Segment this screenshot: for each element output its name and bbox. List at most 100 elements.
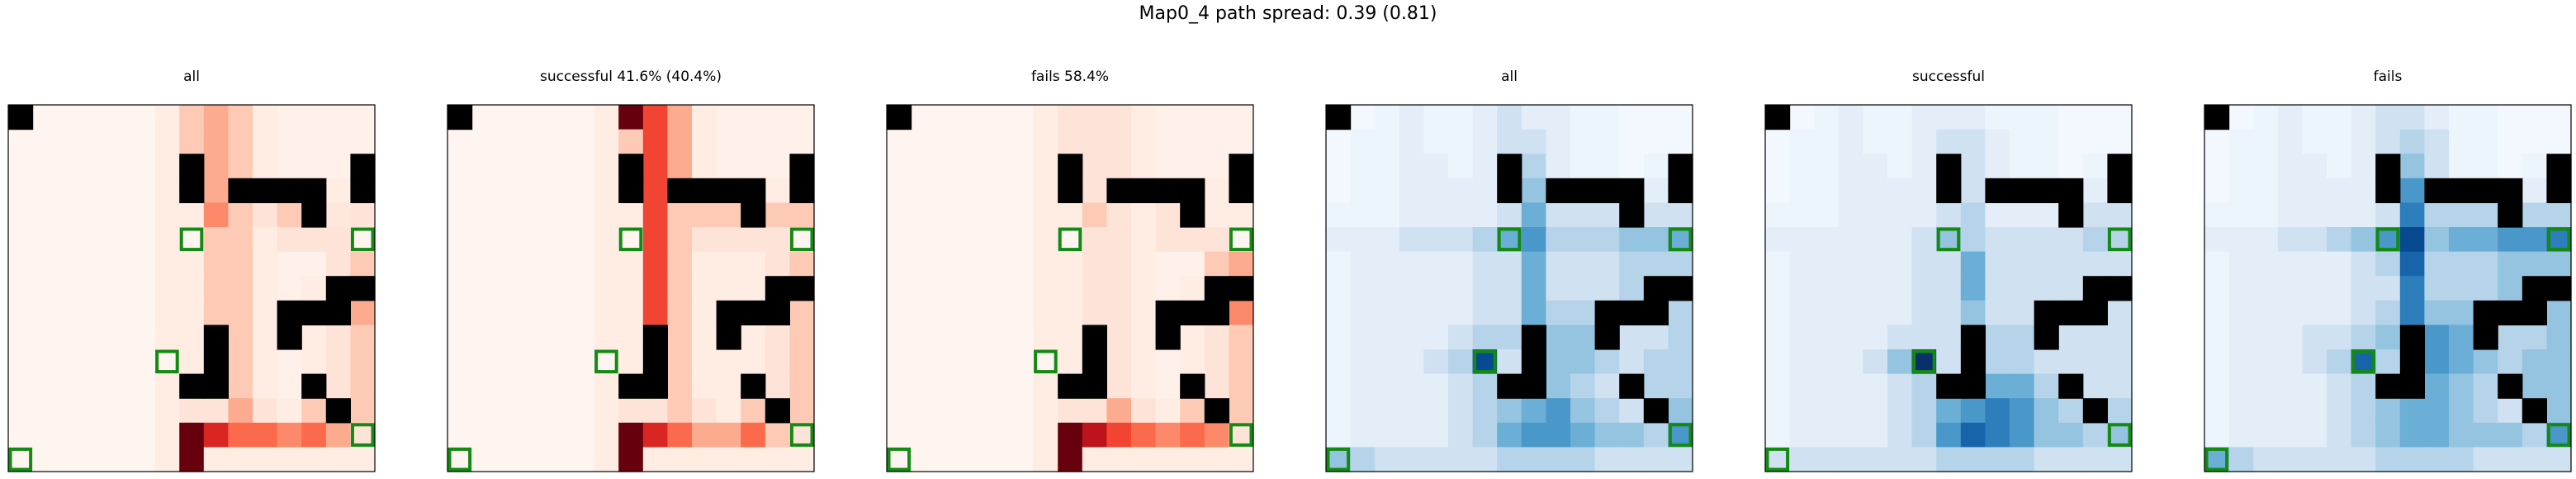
goal-marker xyxy=(1765,447,1790,472)
heatmap-cell xyxy=(471,105,497,130)
heatmap-cell xyxy=(106,105,131,130)
wall-cell xyxy=(2034,325,2059,350)
heatmap-cell xyxy=(692,251,717,277)
heatmap-cell xyxy=(2034,129,2059,154)
heatmap-cell xyxy=(1350,129,1376,154)
heatmap-cell xyxy=(2424,154,2450,179)
heatmap-cell xyxy=(301,422,327,448)
heatmap-cell xyxy=(2277,105,2303,130)
wall-cell xyxy=(667,178,693,203)
heatmap-cell xyxy=(642,251,668,277)
heatmap-cell xyxy=(2107,325,2133,350)
heatmap-cell xyxy=(1789,300,1815,325)
heatmap-cell xyxy=(154,325,180,350)
wall-cell xyxy=(1326,105,1352,130)
heatmap-cell xyxy=(789,300,815,325)
heatmap-cell xyxy=(2302,349,2327,375)
heatmap-cell xyxy=(1521,105,1546,130)
heatmap-cell xyxy=(618,349,644,375)
heatmap-cell xyxy=(32,349,58,375)
heatmap-cell xyxy=(1009,325,1035,350)
heatmap-cell xyxy=(2034,276,2059,301)
heatmap-cell xyxy=(496,373,522,399)
heatmap-cell xyxy=(1668,447,1693,472)
heatmap-cell xyxy=(1814,422,1840,448)
heatmap-cell xyxy=(1180,227,1205,253)
heatmap-cell xyxy=(2228,202,2254,228)
heatmap-cell xyxy=(741,105,766,130)
wall-cell xyxy=(1570,178,1596,203)
heatmap-cell xyxy=(1448,398,1474,424)
heatmap-cell xyxy=(1838,349,1863,375)
heatmap-cell xyxy=(1814,300,1840,325)
heatmap-cell xyxy=(1985,422,2010,448)
heatmap-cell xyxy=(350,202,376,228)
heatmap-cell xyxy=(350,373,376,399)
heatmap-cell xyxy=(1570,251,1596,277)
heatmap-cell xyxy=(716,349,741,375)
heatmap-cell xyxy=(1814,227,1840,253)
heatmap-cell xyxy=(1326,178,1352,203)
heatmap-cell xyxy=(1936,251,1962,277)
heatmap-cell xyxy=(2399,422,2425,448)
wall-cell xyxy=(350,178,376,203)
wall-cell xyxy=(228,178,253,203)
heatmap-cell xyxy=(959,154,985,179)
heatmap-cell xyxy=(2107,202,2133,228)
wall-cell xyxy=(325,276,351,301)
panel-title: successful 41.6% (40.4%) xyxy=(540,69,722,85)
heatmap-cell xyxy=(1985,105,2010,130)
heatmap-cell xyxy=(277,398,302,424)
wall-cell xyxy=(2058,202,2084,228)
wall-cell xyxy=(642,325,668,350)
heatmap-cell xyxy=(1082,154,1107,179)
heatmap-cell xyxy=(496,178,522,203)
heatmap-cell xyxy=(2449,105,2474,130)
heatmap-cell xyxy=(2204,178,2230,203)
heatmap-cell xyxy=(2546,398,2572,424)
heatmap-cell xyxy=(911,349,936,375)
heatmap-cell xyxy=(203,105,229,130)
wall-cell xyxy=(2498,373,2523,399)
heatmap-cell xyxy=(130,178,156,203)
wall-cell xyxy=(1936,373,1962,399)
wall-cell xyxy=(716,300,741,325)
heatmap-cell xyxy=(447,398,473,424)
heatmap-cell xyxy=(2327,105,2352,130)
heatmap-cell xyxy=(2010,105,2035,130)
heatmap-cell xyxy=(1960,202,1986,228)
wall-cell xyxy=(1521,325,1546,350)
goal-marker xyxy=(1326,447,1351,472)
heatmap-cell xyxy=(1570,105,1596,130)
heatmap-cell xyxy=(1668,129,1693,154)
heatmap-cell xyxy=(594,178,619,203)
heatmap-cell xyxy=(496,251,522,277)
heatmap-cell xyxy=(2204,300,2230,325)
heatmap-cell xyxy=(1546,227,1571,253)
heatmap-cell xyxy=(1009,227,1035,253)
heatmap-cell xyxy=(1546,300,1571,325)
heatmap-cell xyxy=(2082,154,2108,179)
heatmap-cell xyxy=(203,251,229,277)
heatmap-cell xyxy=(2424,373,2450,399)
heatmap-cell xyxy=(716,447,741,472)
heatmap-cell xyxy=(1472,154,1498,179)
heatmap-cell xyxy=(253,105,278,130)
heatmap-cell xyxy=(1789,447,1815,472)
heatmap-cell xyxy=(887,349,912,375)
heatmap-panel: successful 41.6% (40.4%) xyxy=(447,69,815,472)
heatmap-cell xyxy=(520,202,546,228)
goal-marker xyxy=(350,227,375,252)
heatmap-cell xyxy=(2107,349,2133,375)
heatmap-cell xyxy=(57,202,83,228)
heatmap-cell xyxy=(130,129,156,154)
heatmap-cell xyxy=(1838,178,1863,203)
wall-cell xyxy=(2498,300,2523,325)
wall-cell xyxy=(1204,276,1229,301)
heatmap-cell xyxy=(667,276,693,301)
heatmap-cell xyxy=(350,349,376,375)
heatmap-cell xyxy=(741,129,766,154)
heatmap-cell xyxy=(2399,227,2425,253)
heatmap-cell xyxy=(179,325,205,350)
wall-cell xyxy=(741,373,766,399)
